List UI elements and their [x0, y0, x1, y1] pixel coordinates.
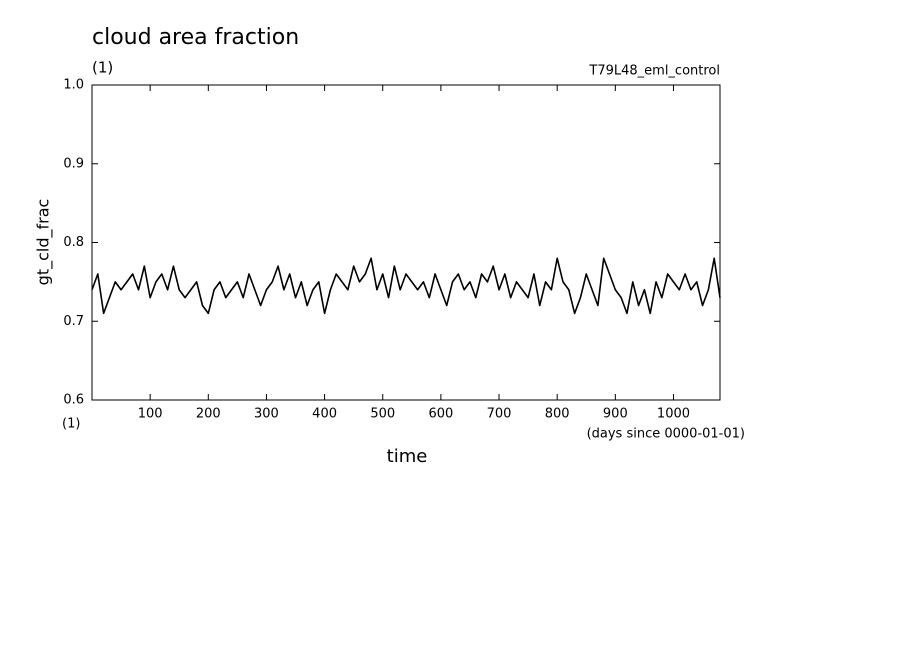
chart-title: cloud area fraction — [92, 25, 299, 50]
annotation: T79L48_eml_control — [588, 64, 720, 79]
x-tick-label: 900 — [603, 407, 628, 422]
y-tick-label: 0.8 — [63, 235, 84, 250]
x-tick-label: 500 — [370, 407, 395, 422]
y-tick-label: 0.6 — [63, 393, 84, 408]
x-tick-label: 200 — [196, 407, 221, 422]
x-tick-label: 100 — [138, 407, 163, 422]
x-axis-unit: (days since 0000-01-01) — [587, 427, 745, 442]
chart-subtitle: (1) — [92, 59, 113, 77]
y-axis-label: gt_cld_frac — [34, 199, 54, 286]
y-axis-unit: (1) — [62, 417, 80, 432]
x-tick-label: 800 — [545, 407, 570, 422]
x-tick-label: 300 — [254, 407, 279, 422]
x-tick-label: 400 — [312, 407, 337, 422]
x-tick-label: 600 — [428, 407, 453, 422]
y-tick-label: 0.7 — [63, 314, 84, 329]
x-tick-label: 1000 — [657, 407, 690, 422]
x-axis-label: time — [387, 446, 428, 467]
data-line — [91, 257, 721, 315]
plot-frame — [91, 84, 721, 401]
x-tick-label: 700 — [487, 407, 512, 422]
y-tick-label: 0.9 — [63, 156, 84, 171]
y-tick-label: 1.0 — [63, 78, 84, 93]
